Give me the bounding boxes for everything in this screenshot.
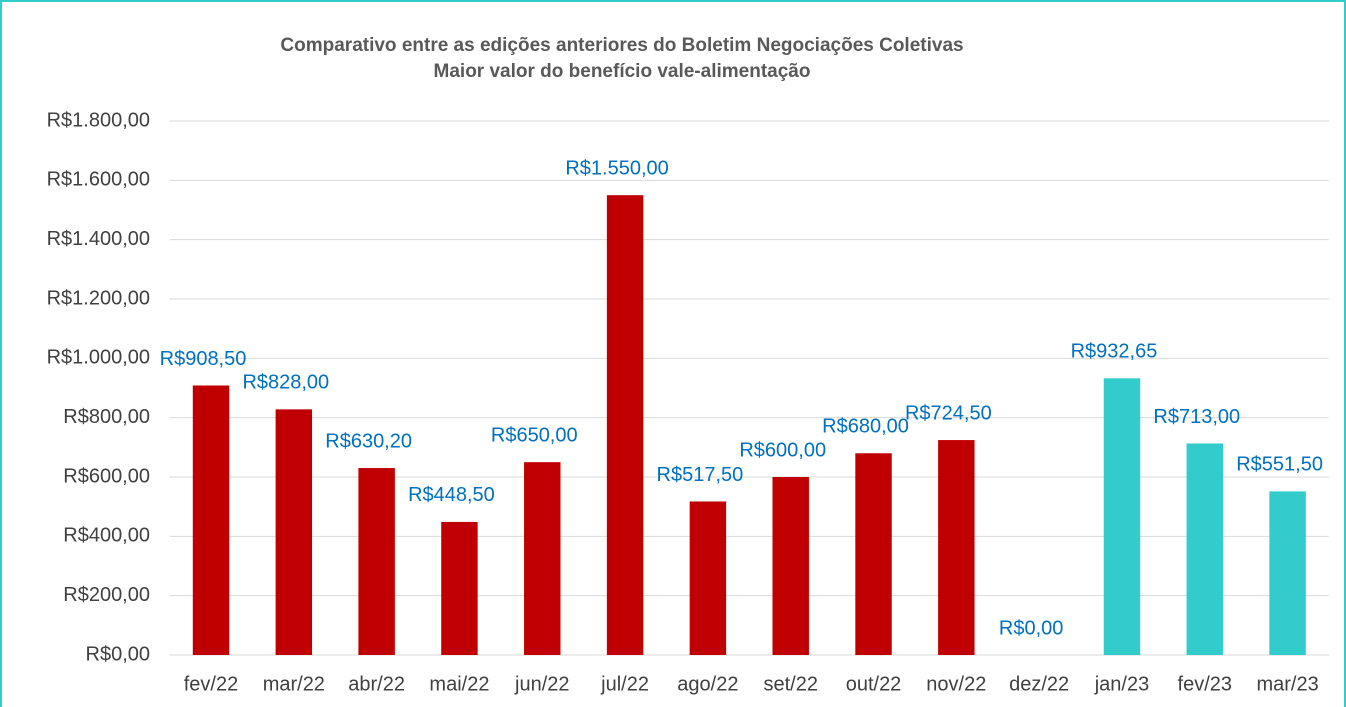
x-tick-label: jul/22 <box>600 673 649 695</box>
bar <box>524 462 561 655</box>
data-label: R$1.550,00 <box>565 157 668 179</box>
y-tick-label: R$600,00 <box>63 465 150 487</box>
data-label: R$713,00 <box>1153 406 1240 428</box>
data-label: R$448,50 <box>408 484 495 506</box>
data-label: R$517,50 <box>657 464 744 486</box>
x-tick-label: dez/22 <box>1009 673 1069 695</box>
y-tick-label: R$800,00 <box>63 406 150 428</box>
bar <box>1186 443 1223 655</box>
bar <box>1103 378 1141 655</box>
bar <box>275 409 313 655</box>
y-tick-label: R$1.200,00 <box>47 287 150 309</box>
bar <box>606 195 644 655</box>
bar <box>855 453 892 655</box>
bar <box>1269 491 1306 655</box>
bar <box>192 385 230 655</box>
data-label: R$650,00 <box>491 424 578 446</box>
chart-title: Comparativo entre as edições anteriores … <box>280 35 963 56</box>
y-tick-label: R$1.600,00 <box>47 169 150 191</box>
x-tick-label: abr/22 <box>348 673 405 695</box>
chart-subtitle: Maior valor do benefício vale-alimentaçã… <box>434 61 811 82</box>
data-label: R$932,65 <box>1071 341 1158 363</box>
y-tick-label: R$1.800,00 <box>47 109 150 131</box>
data-label: R$908,50 <box>160 348 247 370</box>
x-tick-label: mar/22 <box>263 673 325 695</box>
x-tick-label: fev/23 <box>1178 673 1232 695</box>
x-tick-label: ago/22 <box>677 673 738 695</box>
data-label: R$600,00 <box>739 439 826 461</box>
bar <box>938 440 975 655</box>
bar <box>358 468 395 655</box>
x-tick-label: mar/23 <box>1256 673 1318 695</box>
y-tick-label: R$200,00 <box>63 584 150 606</box>
x-tick-label: nov/22 <box>926 673 986 695</box>
data-label: R$680,00 <box>822 416 909 438</box>
x-tick-label: mai/22 <box>429 673 489 695</box>
bar <box>689 501 727 655</box>
y-tick-label: R$1.400,00 <box>47 228 150 250</box>
data-label: R$630,20 <box>325 430 412 452</box>
x-tick-label: set/22 <box>763 673 817 695</box>
y-tick-label: R$400,00 <box>63 525 150 547</box>
data-label: R$0,00 <box>999 617 1064 639</box>
x-tick-label: jan/23 <box>1094 673 1150 695</box>
x-tick-label: out/22 <box>846 673 902 695</box>
y-tick-label: R$1.000,00 <box>47 347 150 369</box>
data-label: R$828,00 <box>242 372 329 394</box>
bar <box>772 477 809 655</box>
bar <box>441 521 478 655</box>
y-tick-label: R$0,00 <box>86 643 151 665</box>
x-tick-label: fev/22 <box>184 673 238 695</box>
x-tick-label: jun/22 <box>514 673 570 695</box>
data-label: R$551,50 <box>1236 454 1323 476</box>
data-label: R$724,50 <box>905 402 992 424</box>
